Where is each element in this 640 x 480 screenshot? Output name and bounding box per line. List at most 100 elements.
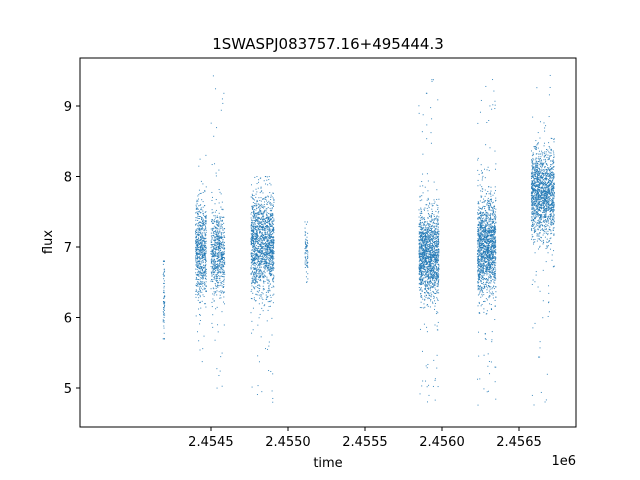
- data-point: [419, 255, 421, 257]
- data-point: [221, 98, 223, 100]
- data-point: [199, 294, 201, 296]
- data-point: [428, 237, 430, 239]
- data-point: [270, 216, 272, 218]
- data-point: [423, 277, 425, 279]
- data-point: [268, 264, 270, 266]
- data-point: [196, 285, 198, 287]
- data-point: [271, 239, 273, 241]
- data-point: [307, 261, 309, 263]
- data-point: [250, 312, 252, 314]
- data-point: [164, 305, 166, 307]
- data-point: [254, 227, 256, 229]
- data-point: [195, 230, 197, 232]
- data-point: [266, 245, 268, 247]
- data-point: [480, 289, 482, 291]
- data-point: [196, 285, 198, 287]
- data-point: [217, 217, 219, 218]
- data-point: [424, 240, 426, 242]
- data-point: [260, 295, 262, 297]
- data-point: [422, 249, 424, 251]
- data-point: [253, 213, 255, 215]
- data-point: [492, 268, 494, 270]
- data-point: [258, 250, 260, 252]
- data-point: [434, 273, 436, 275]
- data-point: [262, 198, 264, 200]
- data-point: [420, 245, 422, 247]
- data-point: [221, 208, 223, 210]
- data-point: [214, 248, 216, 250]
- data-point: [196, 244, 198, 246]
- data-point: [481, 232, 483, 234]
- data-point: [264, 259, 266, 261]
- data-point: [212, 254, 214, 256]
- data-point: [271, 208, 273, 210]
- data-point: [269, 237, 271, 239]
- data-point: [438, 241, 440, 243]
- data-point: [205, 241, 207, 242]
- data-point: [203, 214, 205, 216]
- data-point: [259, 274, 261, 276]
- data-point: [266, 239, 268, 241]
- data-point: [263, 288, 265, 290]
- data-point: [267, 219, 269, 221]
- data-point: [489, 231, 491, 233]
- data-point: [219, 276, 221, 278]
- data-point: [487, 216, 489, 218]
- data-point: [259, 264, 261, 266]
- data-point: [268, 221, 270, 223]
- data-point: [200, 287, 202, 289]
- data-point: [198, 194, 200, 196]
- data-point: [485, 245, 487, 247]
- data-point: [197, 213, 199, 215]
- data-point: [477, 305, 479, 307]
- data-point: [491, 270, 493, 272]
- data-point: [269, 247, 271, 249]
- data-point: [488, 200, 490, 202]
- data-point: [256, 394, 258, 396]
- data-point: [202, 232, 204, 234]
- data-point: [494, 168, 496, 170]
- data-point: [432, 250, 434, 252]
- data-point: [491, 225, 493, 227]
- data-point: [273, 201, 275, 203]
- data-point: [269, 237, 271, 239]
- data-point: [494, 230, 496, 232]
- data-point: [220, 246, 222, 248]
- data-point: [258, 212, 260, 214]
- data-point: [421, 273, 423, 275]
- data-point: [198, 248, 200, 250]
- data-point: [264, 262, 266, 264]
- data-point: [254, 278, 256, 280]
- data-point: [269, 274, 271, 276]
- data-point: [261, 307, 263, 309]
- data-point: [199, 246, 201, 248]
- data-point: [220, 220, 222, 222]
- data-point: [267, 253, 269, 255]
- data-point: [482, 292, 484, 294]
- data-point: [271, 249, 273, 251]
- data-point: [222, 102, 224, 104]
- data-point: [253, 209, 255, 211]
- data-point: [432, 283, 434, 285]
- data-point: [258, 243, 260, 245]
- data-point: [253, 212, 255, 214]
- data-point: [270, 250, 272, 252]
- data-point: [251, 193, 253, 195]
- data-point: [203, 222, 205, 224]
- data-point: [271, 204, 273, 206]
- data-point: [492, 269, 494, 271]
- data-point: [271, 261, 273, 263]
- data-point: [272, 246, 274, 248]
- data-point: [199, 272, 201, 274]
- data-point: [205, 217, 207, 219]
- data-point: [432, 249, 434, 251]
- data-point: [430, 257, 432, 259]
- data-point: [434, 251, 436, 253]
- data-point: [214, 255, 216, 257]
- data-point: [419, 283, 421, 285]
- data-point: [257, 285, 259, 287]
- data-point: [263, 218, 265, 220]
- data-point: [163, 314, 165, 316]
- data-point: [196, 244, 197, 246]
- data-point: [250, 227, 252, 229]
